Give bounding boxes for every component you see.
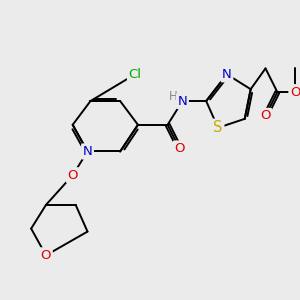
Text: N: N <box>82 145 92 158</box>
Text: O: O <box>41 249 51 262</box>
Text: O: O <box>260 110 271 122</box>
Text: O: O <box>68 169 78 182</box>
Text: N: N <box>178 94 187 108</box>
Text: Cl: Cl <box>128 68 142 81</box>
Text: O: O <box>174 142 185 155</box>
Text: O: O <box>290 86 300 99</box>
Text: H: H <box>169 90 177 103</box>
Text: N: N <box>222 68 232 81</box>
Text: S: S <box>213 120 223 135</box>
